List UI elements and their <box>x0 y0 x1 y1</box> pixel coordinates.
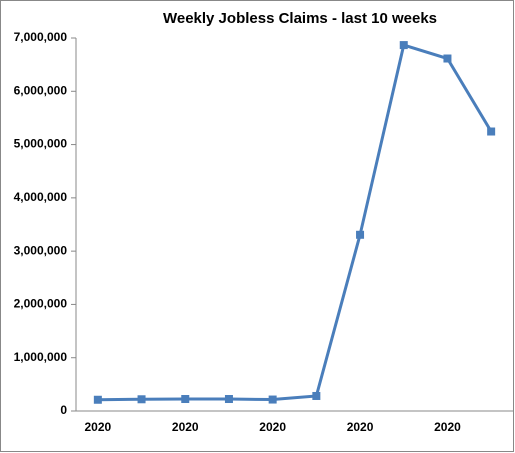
data-point <box>399 41 408 50</box>
data-point <box>268 395 277 404</box>
x-tick-label: 2020 <box>84 420 111 434</box>
y-tick-label: 4,000,000 <box>14 190 68 204</box>
x-tick-label: 2020 <box>172 420 199 434</box>
series-line <box>97 43 493 402</box>
y-tick-label: 5,000,000 <box>14 137 68 151</box>
y-tick-label: 3,000,000 <box>14 243 68 257</box>
data-point <box>312 391 321 400</box>
data-point <box>224 395 233 404</box>
data-point <box>137 395 146 404</box>
chart-title: Weekly Jobless Claims - last 10 weeks <box>163 10 437 27</box>
x-tick-label: 2020 <box>434 420 461 434</box>
data-point <box>443 54 452 63</box>
y-tick-label: 1,000,000 <box>14 350 68 364</box>
y-tick-label: 0 <box>60 403 67 417</box>
x-tick-label: 2020 <box>347 420 374 434</box>
y-tick-label: 6,000,000 <box>14 83 68 97</box>
data-point <box>93 395 102 404</box>
data-point <box>356 230 365 239</box>
y-tick-label: 2,000,000 <box>14 297 68 311</box>
x-tick-label: 2020 <box>259 420 286 434</box>
data-point <box>181 395 190 404</box>
data-point <box>487 127 496 136</box>
y-tick-label: 7,000,000 <box>14 30 68 44</box>
